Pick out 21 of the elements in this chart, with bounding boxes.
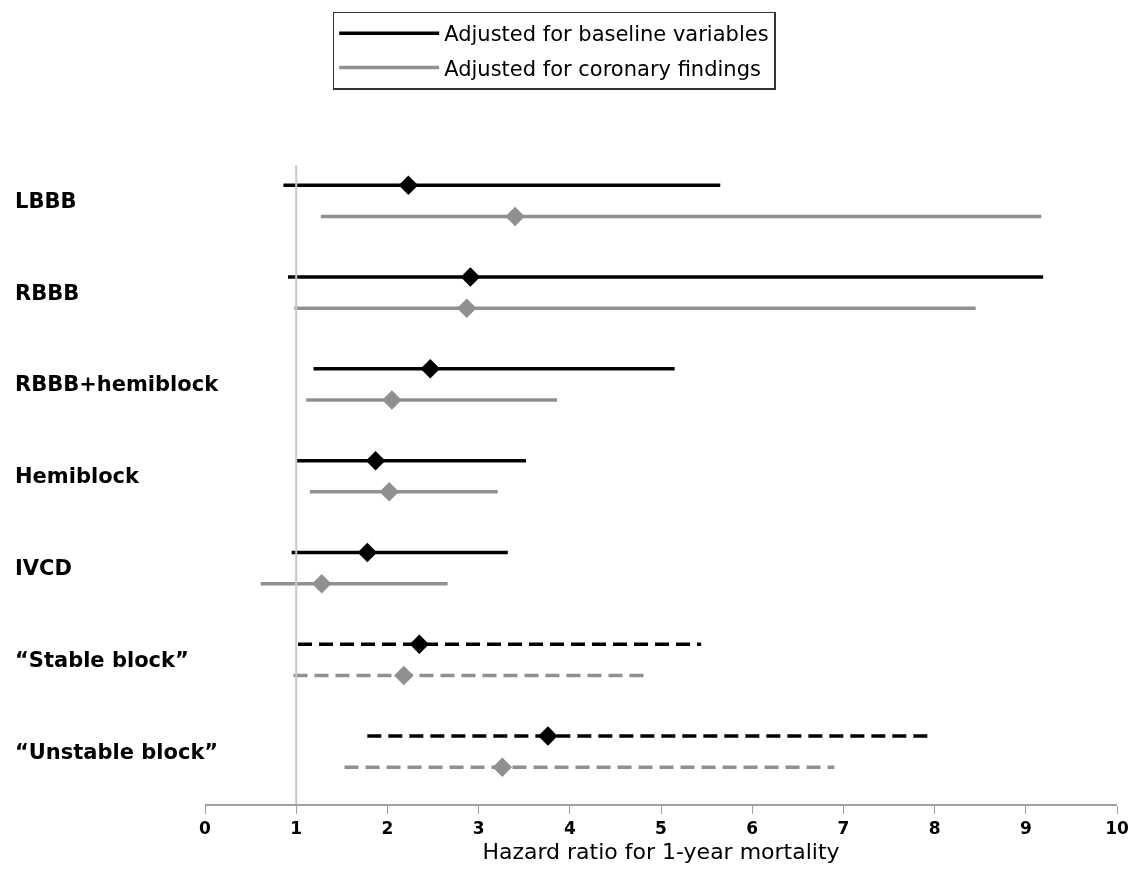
y-tick-label: “Stable block” — [15, 648, 189, 672]
x-tick-label: 8 — [928, 818, 941, 839]
x-axis-title: Hazard ratio for 1-year mortality — [482, 838, 840, 864]
y-tick-label: LBBB — [15, 189, 77, 213]
x-tick-label: 2 — [381, 818, 394, 839]
x-tick-label: 1 — [290, 818, 303, 839]
legend-label: Adjusted for baseline variables — [444, 22, 769, 47]
y-tick-label: Hemiblock — [15, 464, 140, 488]
x-tick-label: 10 — [1105, 818, 1129, 839]
x-tick-label: 5 — [655, 818, 667, 839]
x-tick-label: 7 — [837, 818, 850, 839]
x-tick-label: 4 — [563, 818, 576, 839]
y-tick-label: RBBB — [15, 281, 80, 305]
y-tick-label: “Unstable block” — [15, 740, 219, 764]
x-tick-label: 3 — [472, 818, 485, 839]
x-tick-label: 6 — [746, 818, 759, 839]
x-tick-label: 0 — [199, 818, 212, 839]
y-tick-label: IVCD — [15, 556, 72, 580]
x-tick-label: 9 — [1019, 818, 1032, 839]
legend-label: Adjusted for coronary findings — [444, 56, 761, 81]
y-tick-label: RBBB+hemiblock — [15, 372, 220, 396]
